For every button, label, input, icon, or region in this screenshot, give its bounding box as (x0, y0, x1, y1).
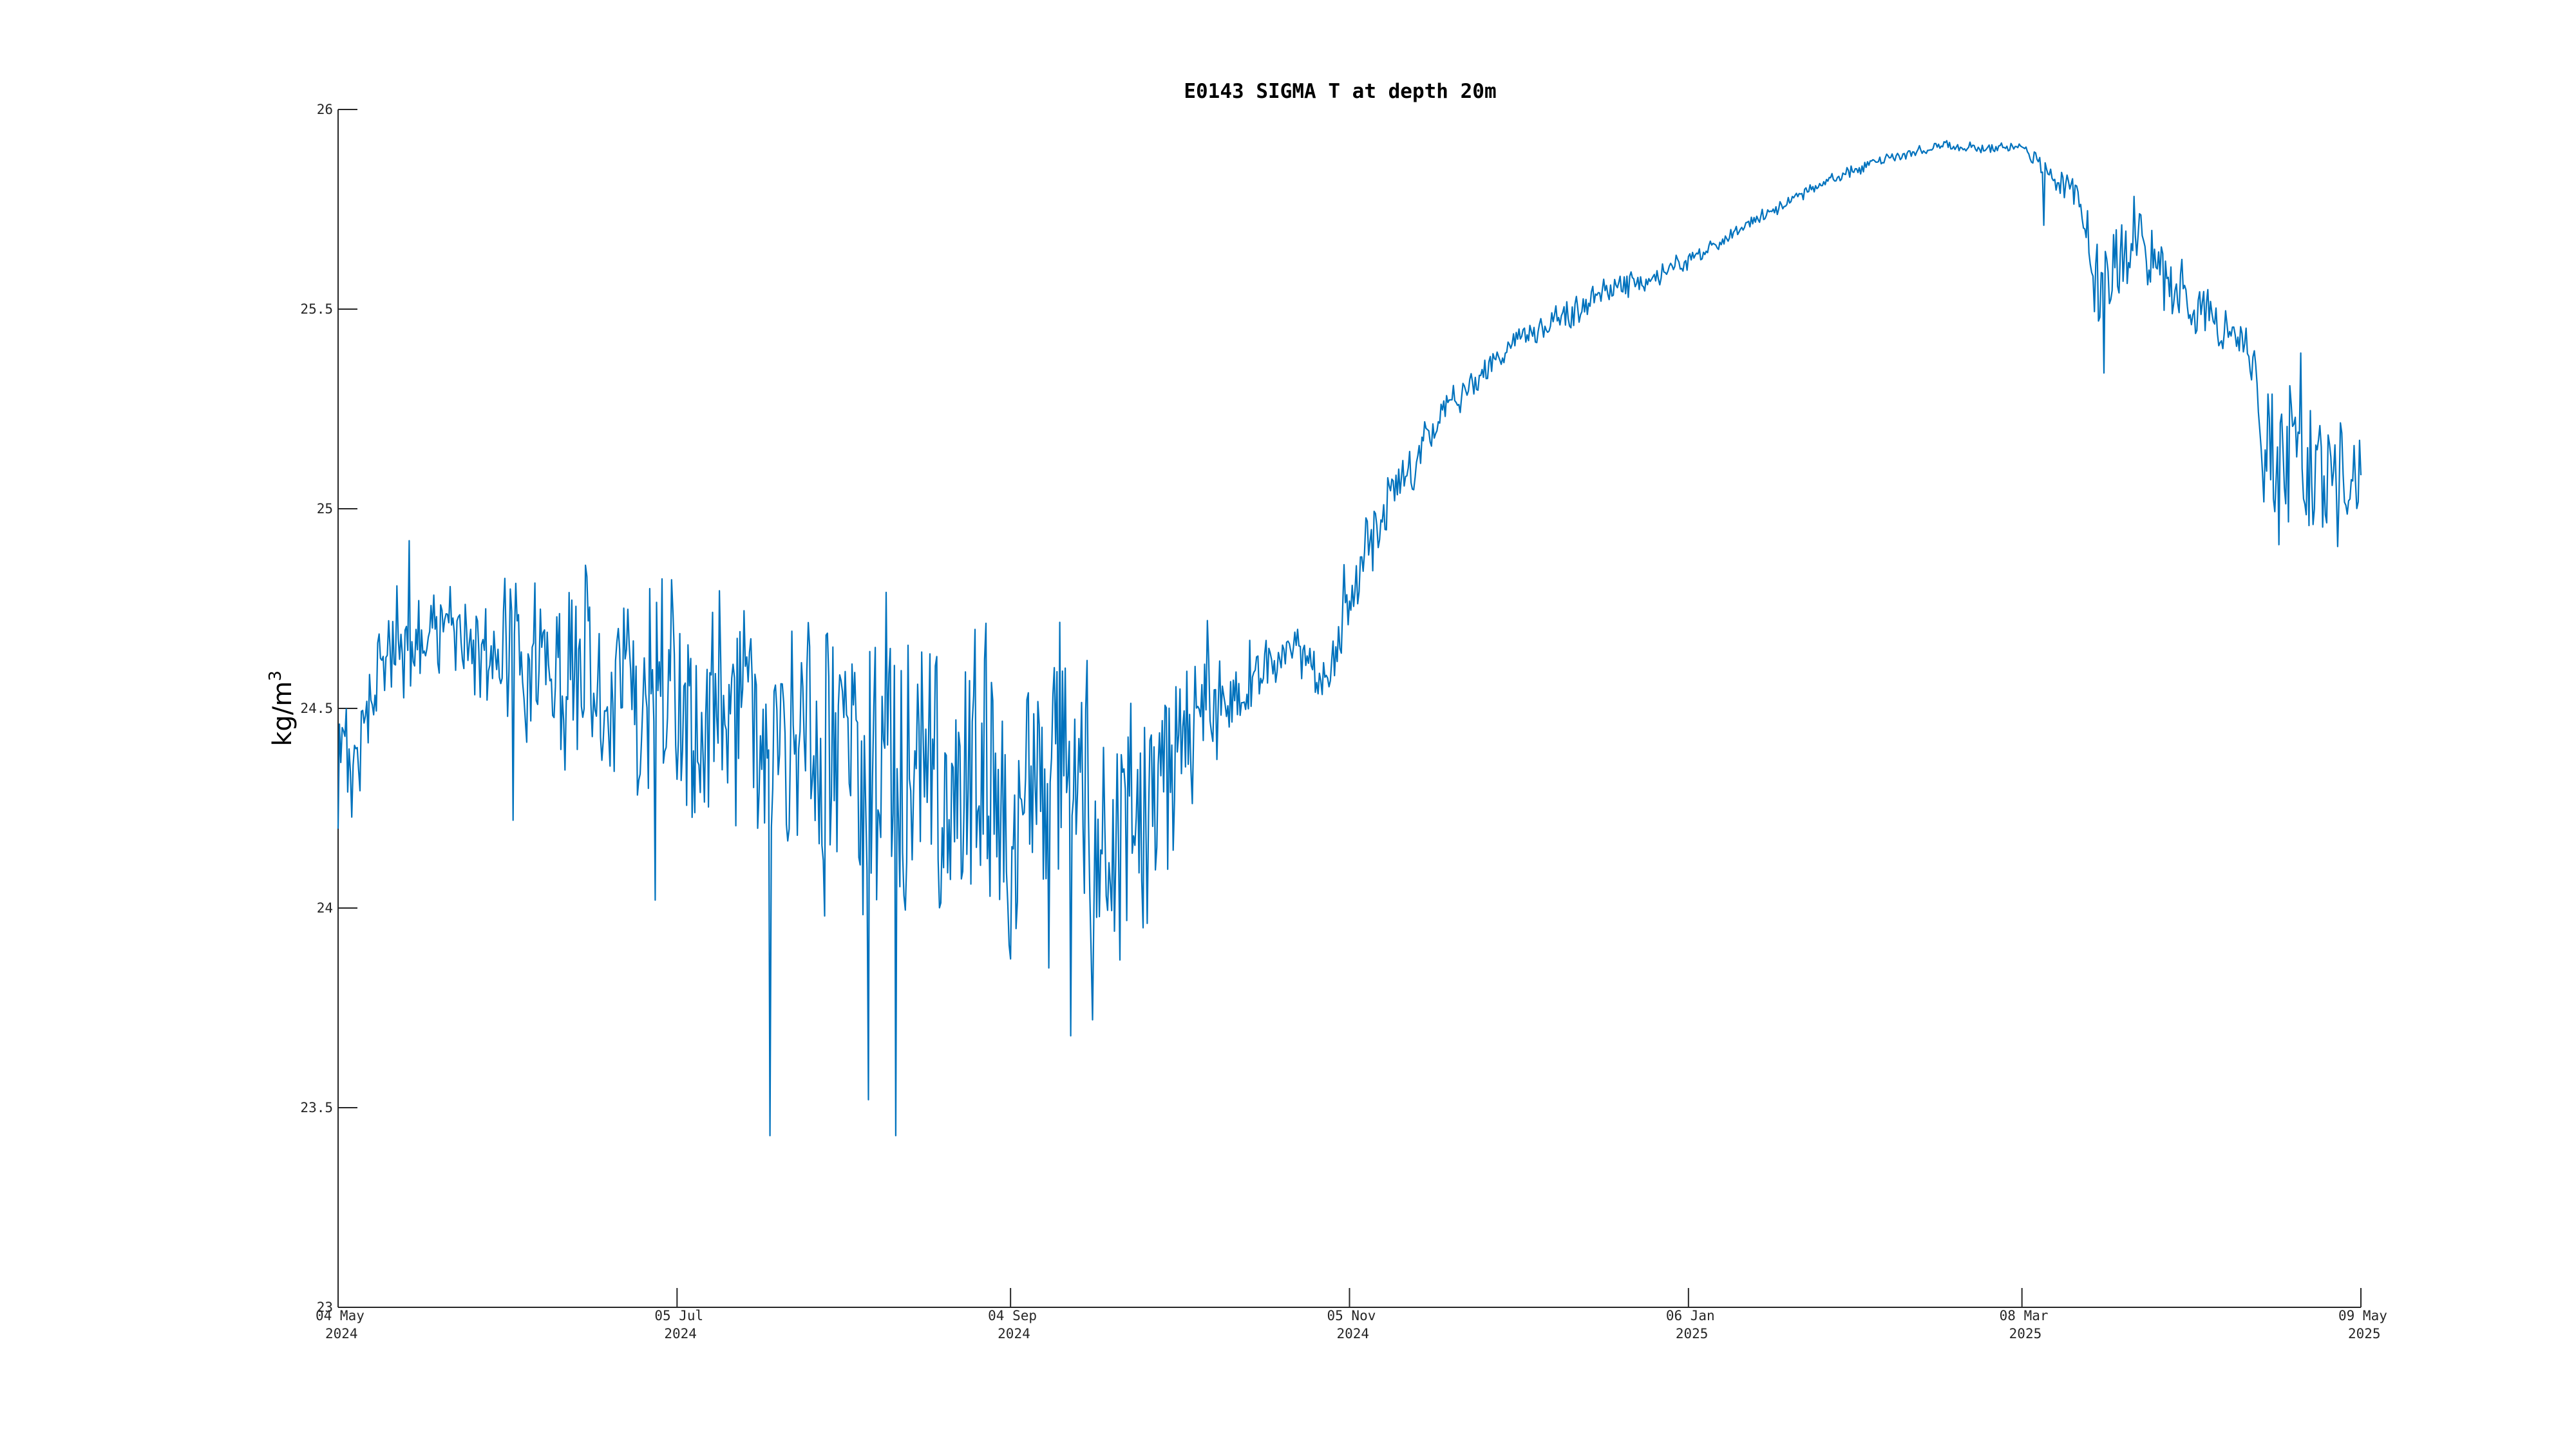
x-tick-label: 06 Jan (1666, 1308, 1715, 1323)
y-axis-unit-superscript: 3 (266, 670, 285, 681)
y-axis-label: kg/m3 (266, 670, 298, 746)
y-tick-label: 23 (317, 1300, 333, 1315)
x-tick-label: 04 Sep (988, 1308, 1037, 1323)
y-ticks: 23 23.5 24 24.5 25 25.5 26 (300, 102, 357, 1315)
y-tick-label: 25 (317, 501, 333, 516)
x-ticks: 04 May 2024 05 Jul 2024 04 Sep 2024 05 Nov 2024… (316, 1288, 2387, 1341)
x-tick-label: 2025 (1676, 1326, 1709, 1341)
y-axis-unit: kg/m (268, 681, 298, 746)
y-tick-label: 23.5 (300, 1100, 333, 1115)
x-tick-label: 2025 (2348, 1326, 2381, 1341)
y-tick-label: 24 (317, 900, 333, 916)
x-tick-label: 2024 (1337, 1326, 1370, 1341)
x-tick-label: 04 May (316, 1308, 365, 1323)
x-tick-label: 05 Nov (1327, 1308, 1376, 1323)
y-tick-label: 26 (317, 102, 333, 117)
y-tick-label: 24.5 (300, 701, 333, 716)
x-tick-label: 05 Jul (654, 1308, 703, 1323)
svg-text:kg/m3: kg/m3 (266, 670, 298, 746)
x-tick-label: 2024 (325, 1326, 358, 1341)
chart-title: E0143 SIGMA T at depth 20m (1184, 80, 1496, 103)
y-tick-label: 25.5 (300, 301, 333, 317)
plot-axes (337, 109, 2361, 1308)
x-tick-label: 2024 (664, 1326, 697, 1341)
series-line-sigma-t (337, 140, 2362, 1137)
x-tick-label: 2025 (2009, 1326, 2042, 1341)
x-tick-label: 2024 (998, 1326, 1030, 1341)
x-tick-label: 09 May (2338, 1308, 2387, 1323)
x-tick-label: 08 Mar (2000, 1308, 2049, 1323)
